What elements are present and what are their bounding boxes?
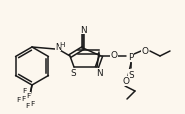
Text: S: S	[128, 70, 134, 79]
Text: H: H	[59, 42, 65, 48]
Text: F: F	[25, 102, 29, 108]
Text: O: O	[122, 77, 130, 86]
Text: O: O	[142, 46, 149, 55]
Text: N: N	[96, 68, 102, 77]
Text: N: N	[55, 42, 61, 51]
Text: F: F	[22, 87, 26, 93]
Text: F: F	[16, 96, 20, 102]
Text: S: S	[70, 68, 76, 77]
Text: F: F	[26, 92, 30, 98]
Text: F: F	[21, 95, 25, 101]
Text: P: P	[128, 53, 134, 62]
Text: N: N	[80, 26, 86, 35]
Text: O: O	[110, 51, 117, 60]
Text: F: F	[30, 100, 34, 106]
